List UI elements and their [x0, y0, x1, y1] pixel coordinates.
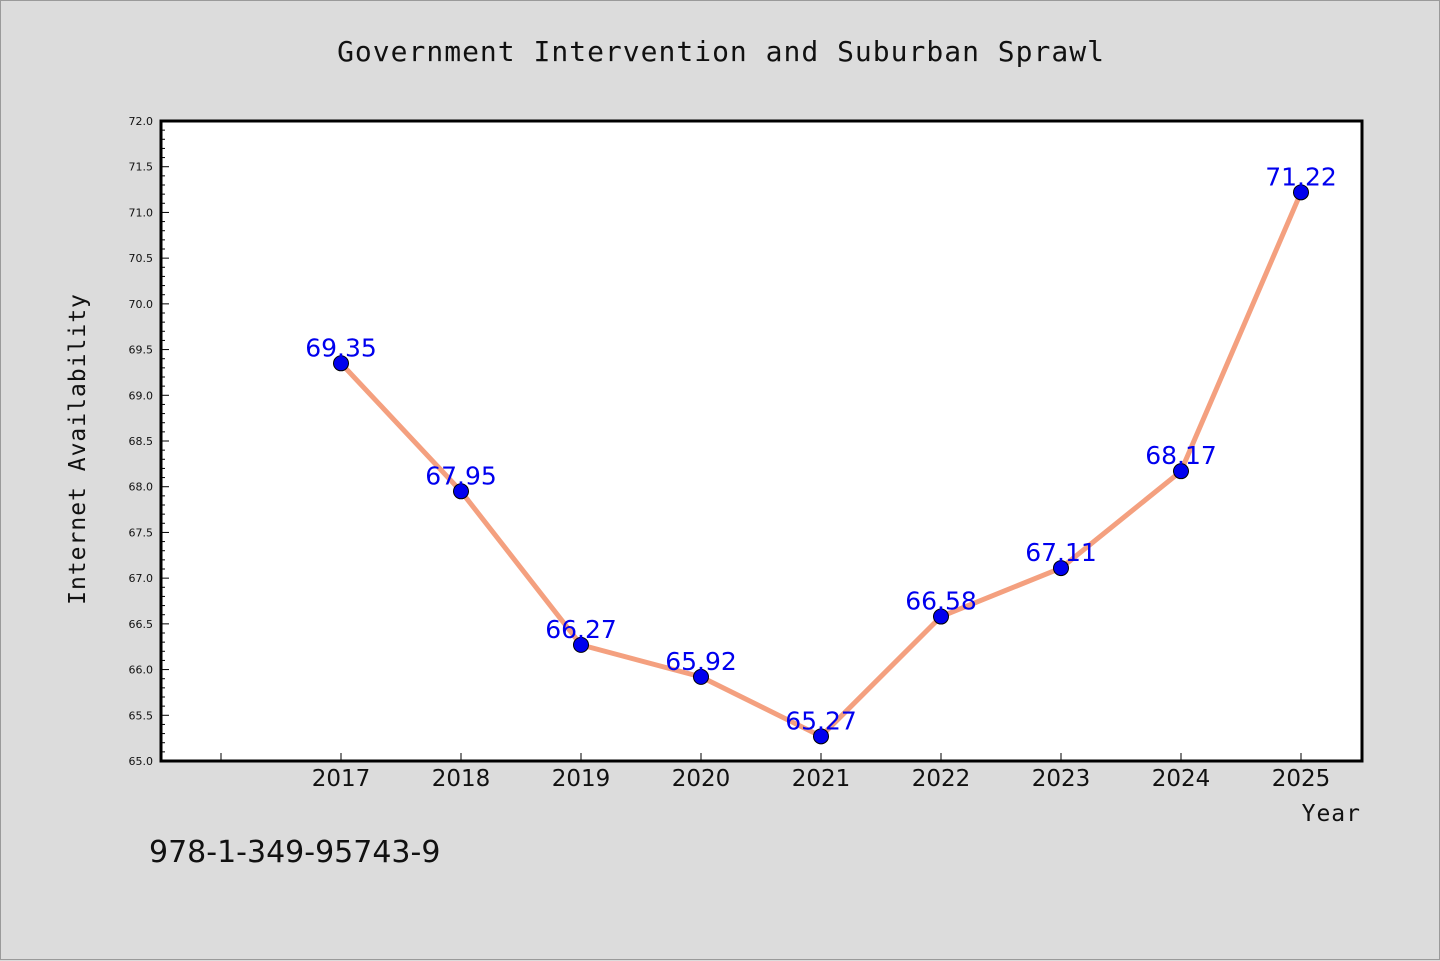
- data-point: [333, 355, 349, 372]
- y-tick-label: 72.0: [129, 115, 154, 128]
- y-tick-label: 65.5: [129, 709, 154, 722]
- y-tick-label: 66.0: [129, 664, 154, 677]
- y-tick-label: 67.0: [129, 572, 154, 585]
- data-label: 65.92: [665, 647, 737, 676]
- x-tick-label: 2017: [312, 766, 371, 792]
- chart-title: Government Intervention and Suburban Spr…: [337, 35, 1105, 68]
- isbn-annotation: 978-1-349-95743-9: [149, 835, 441, 870]
- y-axis: 65.0 65.5 66.0 66.5 67.0 67.5 68.0 68.5 69.0 69.5…: [129, 115, 169, 768]
- data-label: 65.27: [785, 706, 857, 735]
- data-point: [1293, 184, 1309, 201]
- data-point: [1053, 560, 1069, 577]
- data-label: 69.35: [305, 333, 377, 362]
- y-axis-label: Internet Availability: [65, 293, 91, 605]
- y-tick-label: 69.5: [129, 344, 154, 357]
- x-axis-label: Year: [1302, 801, 1361, 827]
- data-point: [1173, 463, 1189, 480]
- data-point: [933, 608, 949, 625]
- data-markers: [333, 184, 1309, 745]
- data-label: 66.27: [545, 615, 617, 644]
- y-tick-label: 71.5: [129, 161, 154, 174]
- y-tick-label: 68.0: [129, 481, 154, 494]
- data-label: 67.11: [1025, 538, 1097, 567]
- x-tick-label: 2025: [1272, 766, 1331, 792]
- x-tick-label: 2024: [1152, 766, 1211, 792]
- y-tick-label: 69.0: [129, 389, 154, 402]
- data-point: [573, 636, 589, 653]
- data-label: 71.22: [1265, 162, 1337, 191]
- data-point: [693, 668, 709, 685]
- y-tick-label: 66.5: [129, 618, 154, 631]
- x-tick-label: 2020: [672, 766, 731, 792]
- y-tick-label: 65.0: [129, 755, 154, 768]
- data-point: [453, 483, 469, 500]
- y-tick-label: 70.0: [129, 298, 154, 311]
- x-tick-label: 2023: [1032, 766, 1091, 792]
- x-axis: 2017 2018 2019 2020 2021 2022 2023 2024 2025: [220, 753, 1331, 792]
- data-labels: 69.35 67.95 66.27 65.92 65.27 66.58 67.11 68.17…: [305, 162, 1337, 735]
- x-tick-label: 2021: [792, 766, 851, 792]
- data-point: [813, 728, 829, 745]
- x-tick-label: 2019: [552, 766, 611, 792]
- data-label: 66.58: [905, 587, 977, 616]
- x-tick-label: 2022: [912, 766, 971, 792]
- x-tick-label: 2018: [432, 766, 491, 792]
- data-label: 68.17: [1145, 441, 1217, 470]
- y-tick-label: 70.5: [129, 252, 154, 265]
- data-label: 67.95: [425, 461, 497, 490]
- y-tick-label: 67.5: [129, 526, 154, 539]
- plot-area: [159, 119, 1364, 763]
- y-tick-label: 68.5: [129, 435, 154, 448]
- y-tick-label: 71.0: [129, 206, 154, 219]
